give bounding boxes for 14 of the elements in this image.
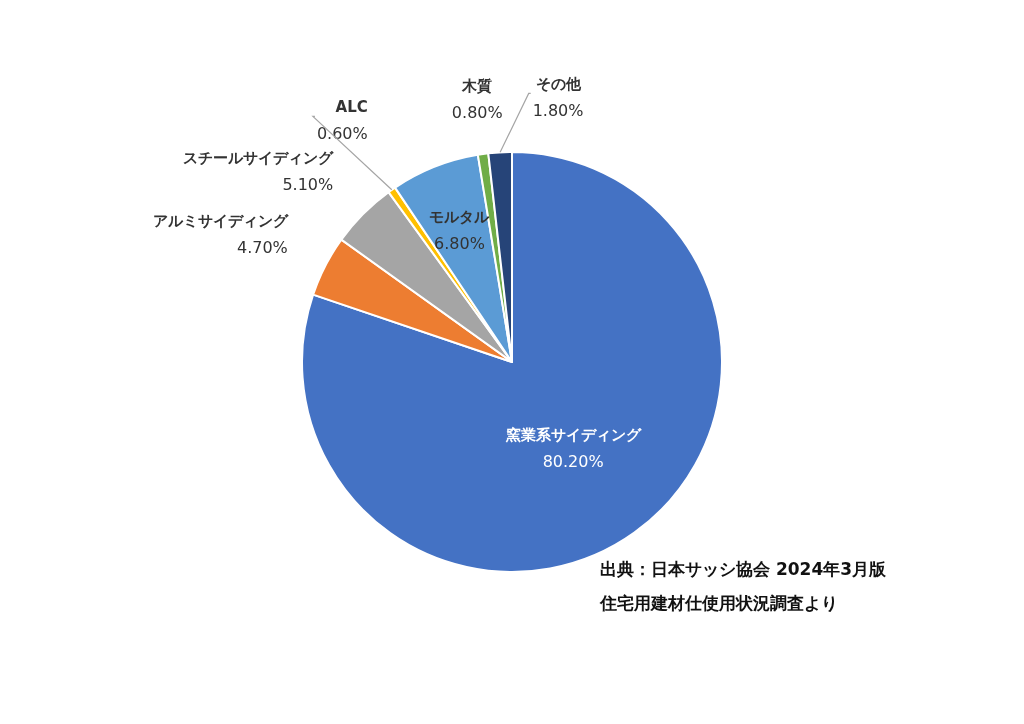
annotations: 出典：日本サッシ協会 2024年3月版 住宅用建材仕使用状況調査より [600, 559, 887, 613]
data-label: 4.70% [237, 237, 288, 257]
data-label: 0.80% [451, 103, 503, 123]
slice-label: ALC [335, 98, 368, 117]
data-label: 80.20% [542, 452, 604, 472]
slice-label: 木質 [461, 77, 493, 96]
slice-label: その他 [535, 75, 582, 94]
data-label: 5.10% [282, 175, 334, 195]
data-label: 6.80% [434, 234, 485, 254]
data-label: 1.80% [532, 101, 584, 121]
slice-label: アルミサイディング [152, 211, 289, 230]
slice-label: 窯業系サイディング [504, 426, 642, 445]
data-label: 0.60% [316, 124, 368, 144]
slice-label: スチールサイディング [183, 149, 335, 168]
